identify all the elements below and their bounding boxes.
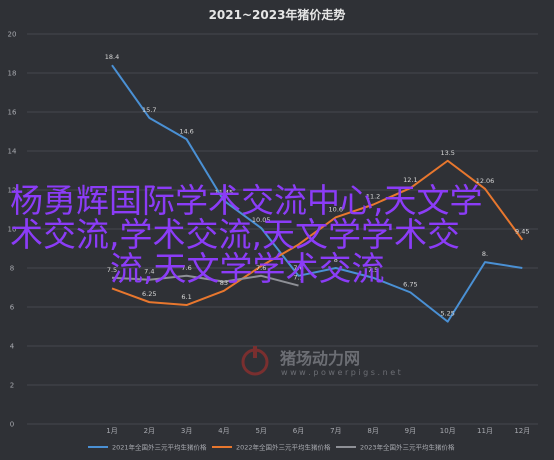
y-tick-label: 14: [8, 148, 17, 156]
data-label: 14.6: [179, 127, 193, 135]
x-tick-label: 4月: [218, 427, 229, 435]
data-label: 7.5: [107, 266, 117, 274]
legend-label: 2023年全国外三元平均生猪价格: [360, 443, 455, 452]
data-label: 11.2: [366, 193, 380, 201]
y-tick-label: 16: [8, 109, 17, 117]
data-label: 8: [334, 256, 338, 264]
data-label: 12.06: [476, 177, 495, 185]
overlay-line-1: 杨勇辉国际学术交流中心,天文学: [10, 181, 483, 220]
data-label: 6.75: [403, 280, 417, 288]
watermark: 猪场动力网 w w w . p o w e r p i g s . n e t: [241, 346, 401, 377]
y-axis: 0 2 4 6 8 10 12 14 16 18 20: [8, 31, 17, 429]
x-axis: 1月 2月 3月 4月 5月 6月 7月 8月 9月 10月 11月 12月: [106, 427, 530, 435]
data-label: 10.05: [252, 216, 271, 224]
y-tick-label: 2: [10, 382, 14, 390]
x-tick-label: 2月: [144, 427, 155, 435]
data-labels: 18.4 15.7 14.6 11.45 10.05 7.6 8 7.5 6.75 5.25 8. 6…: [105, 53, 530, 317]
data-label: 7.1: [293, 274, 303, 282]
y-tick-label: 12: [8, 187, 17, 195]
x-tick-label: 11月: [477, 427, 493, 435]
y-tick-label: 10: [8, 226, 17, 234]
watermark-url: w w w . p o w e r p i g s . n e t: [281, 368, 401, 377]
data-label: 7.6: [181, 264, 191, 272]
data-label: 13.5: [440, 149, 454, 157]
legend: 2021年全国外三元平均生猪价格 2022年全国外三元平均生猪价格 2023年全国外…: [88, 443, 455, 452]
data-label: 8.: [482, 250, 488, 258]
x-tick-label: 3月: [181, 427, 192, 435]
data-label: 7.6: [256, 264, 266, 272]
x-tick-label: 7月: [330, 427, 341, 435]
overlay-line-3: 流,天文学学术交流: [110, 249, 385, 288]
watermark-logo-icon: [241, 346, 269, 376]
watermark-brand: 猪场动力网: [279, 349, 360, 368]
data-label: 7.6: [293, 264, 303, 272]
series-line-2: [111, 159, 524, 307]
legend-label: 2021年全国外三元平均生猪价格: [112, 443, 207, 452]
data-label: 7.5: [368, 266, 378, 274]
x-tick-label: 5月: [255, 427, 266, 435]
y-tick-label: 4: [10, 343, 15, 351]
series-line-3: [111, 274, 299, 287]
data-label: 6.1: [181, 293, 191, 301]
gridlines: [27, 33, 538, 425]
x-tick-label: 1月: [106, 427, 117, 435]
y-tick-label: 20: [8, 31, 17, 39]
data-label: 5.25: [440, 310, 454, 318]
x-tick-label: 8月: [367, 427, 378, 435]
x-tick-label: 10月: [440, 427, 456, 435]
overlay-text: 杨勇辉国际学术交流中心,天文学 术交流,学术交流,天文学学术交 流,天文学学术交…: [10, 181, 483, 288]
data-label: 6.25: [142, 290, 156, 298]
data-label: 83: [220, 279, 228, 287]
overlay-line-2: 术交流,学术交流,天文学学术交: [10, 215, 460, 254]
data-label: 7.4: [144, 268, 154, 276]
data-label: 9.45: [515, 228, 529, 236]
y-tick-label: 18: [8, 70, 17, 78]
x-tick-label: 6月: [293, 427, 304, 435]
x-tick-label: 12月: [514, 427, 530, 435]
y-tick-label: 0: [10, 421, 14, 429]
data-label: 18.4: [105, 53, 119, 61]
series-lines: [111, 64, 524, 323]
x-tick-label: 9月: [405, 427, 416, 435]
chart-title: 2021~2023年猪价走势: [209, 7, 346, 22]
y-tick-label: 8: [10, 265, 14, 273]
data-label: 11.45: [215, 189, 234, 197]
data-label: 10.6: [329, 205, 343, 213]
series-line-1: [111, 64, 523, 323]
data-label: 15.7: [142, 106, 156, 114]
y-tick-label: 6: [10, 304, 15, 312]
legend-label: 2022年全国外三元平均生猪价格: [236, 443, 331, 452]
data-label: 12.1: [403, 176, 417, 184]
